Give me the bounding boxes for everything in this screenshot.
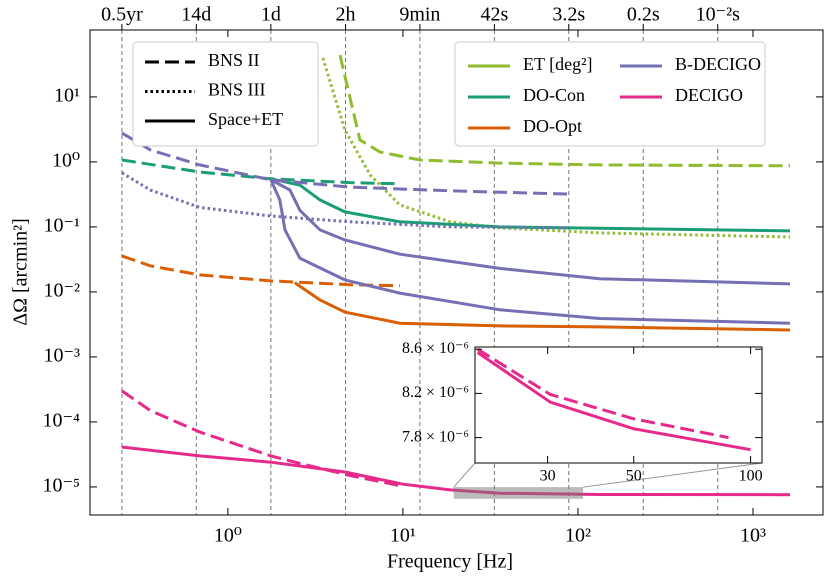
legend-box xyxy=(454,41,766,147)
y-tick-label: 10⁻³ xyxy=(43,345,80,367)
curve xyxy=(121,158,400,186)
zoom-connector xyxy=(583,462,763,488)
curve xyxy=(121,131,569,196)
curve xyxy=(293,281,791,332)
curve xyxy=(321,57,791,239)
x-tick-label: 10¹ xyxy=(390,525,416,547)
curve xyxy=(338,54,791,168)
legend-label: BNS II xyxy=(208,50,260,70)
legend-label: DO-Con xyxy=(523,85,585,105)
curve xyxy=(270,178,791,286)
top-tick-label: 9min xyxy=(399,4,440,26)
curve xyxy=(270,177,791,233)
zoom-connector xyxy=(453,462,476,488)
x-tick-label: 30 xyxy=(540,468,556,485)
top-tick-label: 0.2s xyxy=(627,4,660,26)
x-tick-label: 10⁰ xyxy=(214,525,242,547)
y-tick-label: 10⁻¹ xyxy=(43,215,80,237)
top-tick-label: 10⁻²s xyxy=(696,4,741,26)
y-tick-label: 10¹ xyxy=(54,85,80,107)
plot-lines xyxy=(121,54,791,497)
x-tick-label: 100 xyxy=(739,468,763,485)
x-tick-label: 10² xyxy=(565,525,591,547)
plot-lines xyxy=(476,347,751,452)
curve xyxy=(121,389,401,488)
legend-label: BNS III xyxy=(208,80,266,100)
top-tick-label: 3.2s xyxy=(552,4,585,26)
zoom-region xyxy=(453,487,584,499)
top-tick-label: 1d xyxy=(261,4,281,26)
top-tick-label: 14d xyxy=(181,4,211,26)
y-tick-label: 8.6 × 10⁻⁶ xyxy=(402,340,469,357)
plot-frame xyxy=(89,29,824,516)
y-tick-label: 10⁻² xyxy=(43,280,80,302)
x-tick-label: 10³ xyxy=(740,525,766,547)
x-tick-label: 50 xyxy=(626,468,642,485)
y-tick-label: 8.2 × 10⁻⁶ xyxy=(402,384,469,401)
legend-label: Space+ET xyxy=(208,109,283,129)
y-axis-label: ΔΩ [arcmin²] xyxy=(10,218,32,326)
inset-background xyxy=(475,347,762,463)
curve xyxy=(121,254,400,288)
y-tick-label: 10⁰ xyxy=(52,150,80,172)
y-tick-label: 7.8 × 10⁻⁶ xyxy=(402,428,469,445)
curve xyxy=(476,347,729,440)
legend-label: DO-Opt xyxy=(523,116,582,136)
legend-label: ET [deg²] xyxy=(523,54,593,74)
curve xyxy=(121,171,569,230)
legend-label: B-DECIGO xyxy=(675,54,761,74)
plot-frame xyxy=(474,346,763,464)
curve xyxy=(476,351,751,452)
y-tick-label: 10⁻⁵ xyxy=(42,475,80,497)
x-axis-label: Frequency [Hz] xyxy=(387,551,513,573)
curve xyxy=(269,179,791,325)
top-tick-label: 2h xyxy=(336,4,356,26)
top-tick-label: 42s xyxy=(480,4,508,26)
y-tick-label: 10⁻⁴ xyxy=(42,410,80,432)
top-tick-label: 0.5yr xyxy=(101,4,143,26)
legend-label: DECIGO xyxy=(675,85,743,105)
